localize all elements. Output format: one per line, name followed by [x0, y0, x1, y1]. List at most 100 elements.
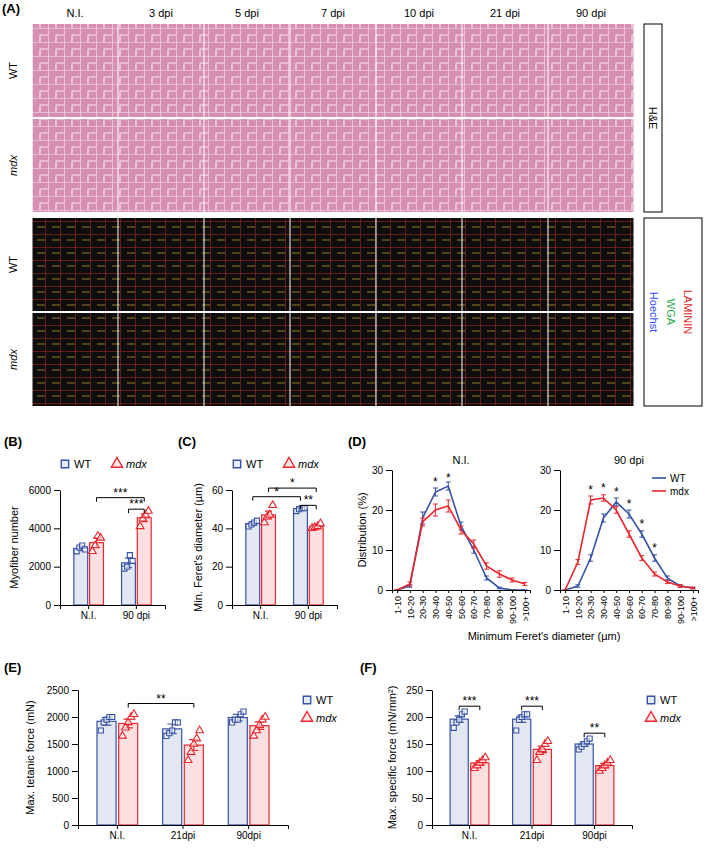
data-point — [266, 510, 274, 517]
x-tick-mark — [578, 590, 579, 593]
x-tick-label: 40-50 — [444, 596, 454, 619]
micrograph — [33, 218, 118, 311]
y-tick-label: 100 — [406, 766, 423, 777]
x-tick: N.I. — [110, 825, 126, 841]
x-tick: 30-40 — [431, 590, 441, 619]
x-tick: 50-60 — [625, 590, 635, 619]
x-tick-mark — [655, 590, 656, 593]
x-tick-mark — [642, 590, 643, 593]
x-tick-mark — [117, 825, 118, 829]
y-tick-label: 30 — [372, 465, 384, 476]
legend-swatch — [301, 711, 312, 721]
x-axis-title: Minimum Feret's diameter (µm) — [468, 630, 621, 642]
y-tick-label: 2500 — [47, 685, 70, 696]
bar — [228, 718, 247, 825]
data-point — [125, 564, 130, 569]
y-tick-label: 60 — [212, 485, 224, 496]
y-tick-label: 40 — [212, 523, 224, 534]
y-tick-label: 0 — [45, 600, 51, 611]
x-tick: 20-30 — [418, 590, 428, 619]
data-point — [193, 734, 201, 741]
x-tick: 1-10 — [393, 590, 403, 614]
micrograph — [549, 218, 634, 311]
chart: 0204060Min. Feret's diameter (µm)N.I.90 … — [192, 457, 338, 621]
micrograph — [119, 24, 204, 117]
chart-title: N.I. — [452, 454, 469, 466]
series-line — [565, 498, 693, 590]
y-tick-label: 0 — [63, 820, 69, 831]
data-point — [127, 553, 132, 558]
legend-label: WT — [670, 473, 686, 484]
x-tick: 70-80 — [482, 590, 492, 619]
micrograph — [291, 218, 376, 311]
data-point — [261, 713, 269, 720]
data-point — [98, 728, 103, 733]
x-tick: 40-50 — [444, 590, 454, 619]
legend-label: WT — [246, 458, 263, 470]
data-point — [91, 541, 99, 548]
y-tick-label: 250 — [406, 685, 423, 696]
x-axis: N.I.21dpi90dpi — [433, 825, 633, 841]
significance-label: * — [588, 483, 593, 497]
y-tick-label: 20 — [212, 561, 224, 572]
x-tick-label: 1-10 — [561, 596, 571, 614]
data-point — [130, 558, 135, 563]
y-tick: 60 — [212, 485, 232, 496]
y-tick-label: 10 — [540, 545, 552, 556]
x-tick-label: 50-60 — [457, 596, 467, 619]
y-tick-mark — [426, 798, 432, 799]
significance-label: *** — [462, 694, 476, 708]
x-tick-label: 10-20 — [406, 596, 416, 619]
x-tick-mark — [667, 590, 668, 593]
legend: WTmdx — [61, 457, 147, 469]
y-tick-mark — [554, 510, 560, 511]
panel-label: (E) — [4, 660, 21, 675]
plot-area — [450, 709, 614, 825]
x-tick: 60-70 — [469, 590, 479, 619]
x-tick-mark — [680, 590, 681, 593]
data-point — [110, 714, 115, 719]
x-tick: 50-60 — [457, 590, 467, 619]
legend-item: mdx — [652, 486, 689, 497]
row-label: mdx — [7, 349, 19, 370]
significance-label: * — [614, 485, 619, 499]
row-label: mdx — [7, 155, 19, 176]
legend-item: mdx — [645, 711, 681, 723]
data-point — [525, 712, 530, 717]
data-point — [457, 717, 462, 722]
micrograph — [33, 119, 118, 212]
significance-label: *** — [129, 497, 143, 511]
legend-label: mdx — [126, 458, 147, 470]
y-tick: 0 — [217, 600, 232, 611]
y-tick-label: 0 — [545, 585, 551, 596]
micrograph — [205, 218, 290, 311]
y-tick-mark — [72, 771, 78, 772]
y-tick: 2000 — [29, 561, 60, 572]
x-tick-label: 1-10 — [393, 596, 403, 614]
y-tick-mark — [54, 567, 60, 568]
micrograph — [549, 313, 634, 406]
significance-label: * — [274, 485, 279, 499]
y-axis-title: Min. Feret's diameter (µm) — [192, 483, 204, 612]
y-tick-label: 0 — [217, 600, 223, 611]
y-tick-label: 2000 — [29, 561, 52, 572]
y-axis-line — [232, 491, 233, 606]
y-tick-mark — [72, 690, 78, 691]
x-tick-label: 90 dpi — [295, 610, 322, 621]
y-axis: 0102030 — [372, 465, 393, 596]
x-tick-mark — [308, 605, 309, 609]
data-point — [184, 756, 192, 763]
plot-area — [97, 709, 269, 825]
x-tick: 90dpi — [582, 825, 606, 841]
x-tick-mark — [512, 590, 513, 593]
significance-label: *** — [525, 694, 539, 708]
legend-item: WT — [647, 694, 677, 706]
y-tick: 6000 — [29, 485, 60, 496]
y-tick-label: 1500 — [47, 739, 70, 750]
data-point — [136, 522, 144, 529]
x-tick-mark — [474, 590, 475, 593]
stain-label: H&E — [647, 107, 659, 130]
chart: 0200040006000Myofiber numberN.I.90 dpi**… — [8, 457, 166, 621]
data-point — [175, 720, 180, 725]
y-tick: 10 — [372, 545, 392, 556]
